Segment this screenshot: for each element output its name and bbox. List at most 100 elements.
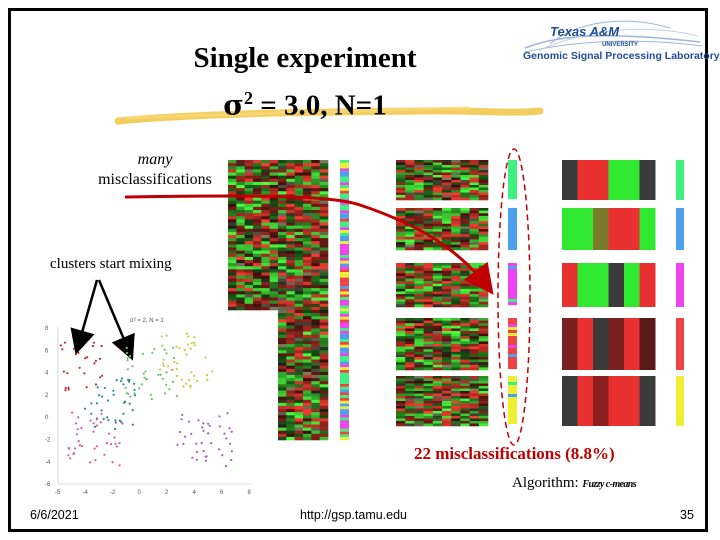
cluster-heatmap-cell [442,221,452,225]
scatter-point [92,341,96,344]
arrow-mixing-left [70,279,99,355]
heatmap-cell [294,160,304,164]
cluster-heatmap-cell [469,333,480,337]
cluster-heatmap-cell [469,170,480,173]
heatmap-cell [228,235,237,239]
cluster-heatmap-cell [423,413,434,417]
heatmap-cell [311,247,320,251]
cluster-heatmap-cell [405,239,415,243]
cluster-heatmap-cell [423,336,434,340]
cluster-heatmap-cell [460,278,470,282]
label-strip-segment [340,342,349,345]
cluster-heatmap-cell [432,421,443,424]
cluster-heatmap-cell [442,301,452,305]
cluster-heatmap-cell [460,221,470,225]
heatmap-cell [228,256,237,261]
heatmap-cell [269,206,279,211]
heatmap-cell [286,381,295,385]
scatter-point [84,357,87,360]
heatmap-cell [286,238,295,242]
scatter-x-tick: 4 [193,490,197,496]
cluster-heatmap-cell [442,265,452,269]
heatmap-cell [244,253,254,258]
cluster-heatmap-cell [423,411,434,414]
label-strip-segment [340,389,349,393]
scatter-point [145,377,148,381]
heatmap-cell [319,269,329,273]
centroid-band [562,208,578,250]
cluster-heatmap-cell [478,338,489,342]
scatter-point [64,389,67,392]
heatmap-cell [228,216,237,220]
heatmap-cell [286,225,295,230]
cluster-heatmap-cell [432,423,443,427]
heatmap-cell [253,272,262,276]
heatmap-cell [244,231,254,236]
cluster-heatmap-cell [423,286,434,290]
logo-university-sub: UNIVERSITY [602,42,638,48]
label-strip-segment [340,269,349,273]
cluster-heatmap-cell [396,197,406,201]
label-strip-segment [340,283,349,287]
cluster-heatmap-cell [423,294,434,297]
cluster-heatmap-cell [451,411,461,414]
cluster-heatmap-cell [469,325,480,329]
heatmap-cell [236,181,245,186]
centroid-band [639,263,656,307]
scatter-point [193,344,196,347]
scatter-point [126,357,129,360]
scatter-point [98,357,102,360]
centroid-band [608,318,625,370]
cluster-heatmap-cell [405,386,415,389]
heatmap-cell [319,381,329,385]
heatmap-cell [261,169,270,173]
heatmap-cell [236,288,245,292]
annotation-many-misclassifications: many misclassifications [90,150,220,190]
label-strip-segment [340,174,349,177]
heatmap-cell [303,365,312,370]
cluster-heatmap-cell [432,162,443,166]
scatter-point [76,428,79,431]
heatmap-cell [228,222,237,226]
heatmap-cell [294,303,304,308]
scatter-point [114,421,117,424]
cluster-heatmap-cell [414,336,424,340]
cluster-strip-segment [508,290,517,294]
heatmap-cell [244,185,254,189]
scatter-point [118,464,121,467]
heatmap-cell [286,200,295,205]
heatmap-cell [286,163,295,167]
heatmap-cell [261,238,270,242]
cluster-heatmap-cell [396,221,406,225]
scatter-point [144,370,147,373]
label-strip-segment [340,403,349,407]
cluster-heatmap-cell [414,239,424,243]
cluster-heatmap-cell [460,208,470,211]
label-strip-segment [340,246,349,250]
cluster-heatmap-cell [478,386,489,389]
scatter-point [211,370,214,373]
cluster-heatmap-cell [460,283,470,287]
heatmap-cell [261,272,270,276]
heatmap-cell [294,275,304,280]
cluster-heatmap-cell [414,162,424,166]
heatmap-cell [294,328,304,332]
cluster-heatmap-cell [460,185,470,188]
heatmap-cell [286,390,295,394]
heatmap-cell [236,241,245,245]
heatmap-cell [311,430,320,435]
cluster-swatch [676,160,684,200]
cluster-heatmap-cell [478,167,489,171]
label-strip-segment [340,420,349,424]
cluster-heatmap-cell [451,421,461,424]
cluster-heatmap-cell [469,328,480,332]
heatmap-cell [278,222,287,226]
heatmap-cell [253,185,262,189]
heatmap-cell [286,260,295,264]
cluster-heatmap-cell [414,383,424,387]
heatmap-cell [303,303,312,308]
cluster-heatmap-cell [432,231,443,235]
centroid-band [577,263,594,307]
heatmap-cell [311,375,320,379]
cluster-heatmap-cell [442,226,452,230]
